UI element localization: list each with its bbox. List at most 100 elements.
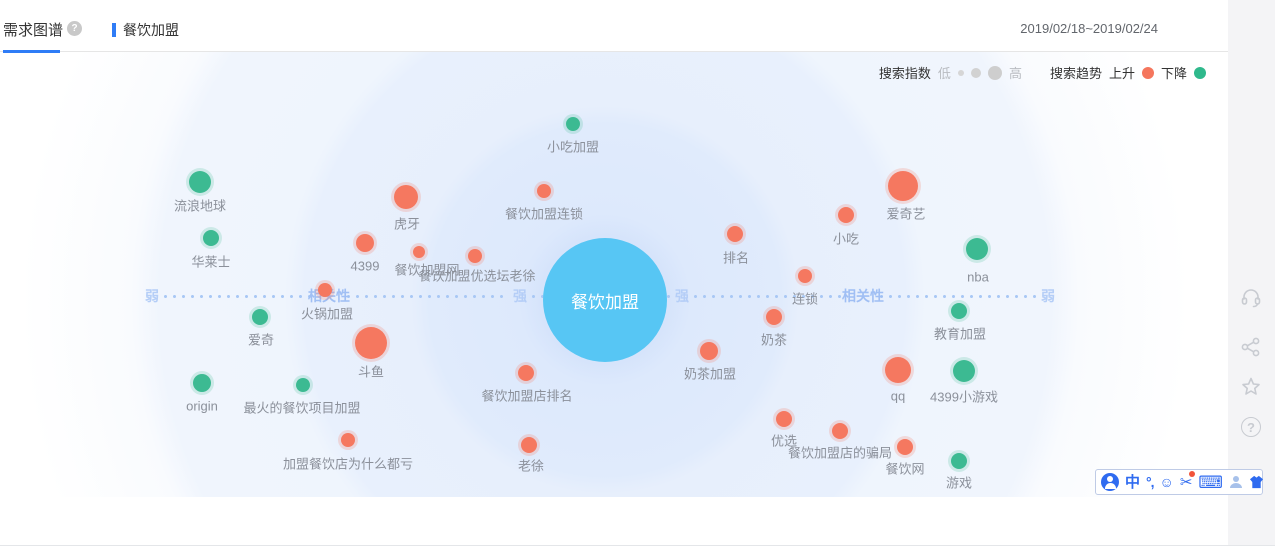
keyword-bubble-label: 优选 [770,433,798,449]
keyword-bubble-label: 餐饮加盟优选坛老徐 [418,268,536,284]
keyword-bubble[interactable] [953,360,975,382]
keyword-bubble-label: 奶茶 [760,332,788,348]
keyword-bubble-label: 爱奇艺 [886,206,926,222]
keyword-bubble[interactable] [951,453,967,469]
star-icon[interactable] [1236,372,1266,402]
keyword-bubble-label: 小吃 [832,231,860,247]
chart-legend: 搜索指数 低 高 搜索趋势 上升 下降 [879,63,1206,82]
tab-keyword[interactable]: 餐饮加盟 [112,20,179,40]
keyword-bubble[interactable] [341,433,355,447]
keyword-bubble-label: 4399 [350,258,380,274]
keyword-bubble-label: 奶茶加盟 [683,366,737,382]
keyword-bubble[interactable] [537,184,551,198]
ime-punctuation-button[interactable]: °, [1146,474,1154,490]
account-icon[interactable] [1229,475,1243,489]
keyword-bubble[interactable] [885,357,911,383]
keyword-bubble[interactable] [798,269,812,283]
legend-low-label: 低 [937,66,951,81]
keyword-bubble-label: 游戏 [945,475,973,491]
keyword-bubble-label: 餐饮网 [885,461,925,477]
keyword-bubble[interactable] [318,283,332,297]
headset-icon[interactable] [1236,282,1266,312]
keyboard-icon[interactable]: ⌨ [1198,472,1223,492]
keyword-bubble[interactable] [203,230,219,246]
keyword-bubble-label: 小吃加盟 [546,139,600,155]
legend-trend-label: 搜索趋势 [1049,66,1102,81]
keyword-bubble-label: 排名 [722,250,750,266]
keyword-bubble[interactable] [566,117,580,131]
keyword-bubble[interactable] [966,238,988,260]
share-icon[interactable] [1236,332,1266,362]
center-keyword-bubble[interactable]: 餐饮加盟 [543,238,667,362]
keyword-bubble-label: 老徐 [517,458,545,474]
legend-index-label: 搜索指数 [878,66,931,81]
date-range: 2019/02/18~2019/02/24 [1020,21,1158,36]
legend-size-dot-small [957,69,964,76]
keyword-bubble-label: 最火的餐饮项目加盟 [243,400,361,416]
keyword-bubble-label: origin [186,398,218,414]
keyword-bubble[interactable] [897,439,913,455]
keyword-bubble-label: 加盟餐饮店为什么都亏 [282,456,414,472]
keyword-bubble[interactable] [356,234,374,252]
keyword-bubble-label: 餐饮加盟店排名 [481,388,573,404]
clipboard-scissors-icon[interactable]: ✂ [1179,470,1195,491]
keyword-bubble-label: 餐饮加盟连锁 [504,206,584,222]
keyword-bubble-label: 斗鱼 [357,364,385,380]
legend-size-dot-medium [970,67,981,78]
keyword-bubble-label: 爱奇 [247,332,275,348]
legend-down-label: 下降 [1160,66,1187,81]
keyword-bubble[interactable] [700,342,718,360]
timeline: ◀ ▶ 3月4月5月6月7月8月9月11月12月2019年1月2月 [0,497,1228,545]
ime-toolbar: 中 °, ☺ ✂ ⌨ [1095,469,1263,495]
keyword-bubble-label: 连锁 [791,291,819,307]
keyword-bubble[interactable] [193,374,211,392]
legend-down-dot [1194,66,1206,79]
keyword-bubble[interactable] [888,171,918,201]
bubble-chart: 搜索指数 低 高 搜索趋势 上升 下降 餐饮加盟 弱相关性强强相关性弱小吃加盟流… [0,52,1228,497]
keyword-bubble-label: 华莱士 [191,254,231,270]
keyword-bubble[interactable] [832,423,848,439]
page-title: 需求图谱 [3,22,64,39]
keyword-bubble-label: 虎牙 [393,216,421,232]
relevance-axis-dotted-line [880,295,1036,298]
keyword-bubble[interactable] [776,411,792,427]
header: 需求图谱 ? 餐饮加盟 2019/02/18~2019/02/24 [0,0,1228,53]
keyword-bubble[interactable] [468,249,482,263]
tab-accent-bar [112,23,116,37]
keyword-bubble-label: 4399小游戏 [930,389,998,405]
keyword-bubble[interactable] [838,207,854,223]
keyword-bubble-label: qq [890,388,906,404]
tab-keyword-label: 餐饮加盟 [123,22,179,38]
keyword-bubble[interactable] [518,365,534,381]
keyword-bubble[interactable] [521,437,537,453]
relevance-axis-dotted-line [694,295,845,298]
axis-label-strong: 强 [675,288,689,304]
keyword-bubble[interactable] [296,378,310,392]
keyword-bubble[interactable] [189,171,211,193]
skin-icon[interactable] [1249,475,1264,489]
keyword-bubble[interactable] [394,185,418,209]
keyword-bubble[interactable] [413,246,425,258]
active-tab-underline [3,50,60,53]
keyword-bubble-label: 流浪地球 [173,198,227,214]
keyword-bubble[interactable] [355,327,387,359]
ime-chinese-mode-button[interactable]: 中 [1125,473,1141,491]
legend-high-label: 高 [1008,66,1022,81]
ime-logo-icon[interactable] [1101,473,1119,491]
legend-up-label: 上升 [1108,66,1135,81]
header-divider [0,51,1228,52]
keyword-bubble-label: 餐饮加盟网 [394,262,460,278]
keyword-bubble-label: 火锅加盟 [300,306,354,322]
side-toolbar-strip [1228,0,1275,545]
help-icon[interactable]: ? [1236,412,1266,442]
legend-up-dot [1141,66,1154,79]
question-circle-icon[interactable]: ? [67,21,82,36]
legend-size-dot-large [987,65,1002,80]
keyword-bubble[interactable] [951,303,967,319]
emoji-icon[interactable]: ☺ [1159,474,1174,490]
keyword-bubble[interactable] [252,309,268,325]
keyword-bubble[interactable] [766,309,782,325]
axis-label-strong: 强 [513,288,527,304]
keyword-bubble[interactable] [727,226,743,242]
